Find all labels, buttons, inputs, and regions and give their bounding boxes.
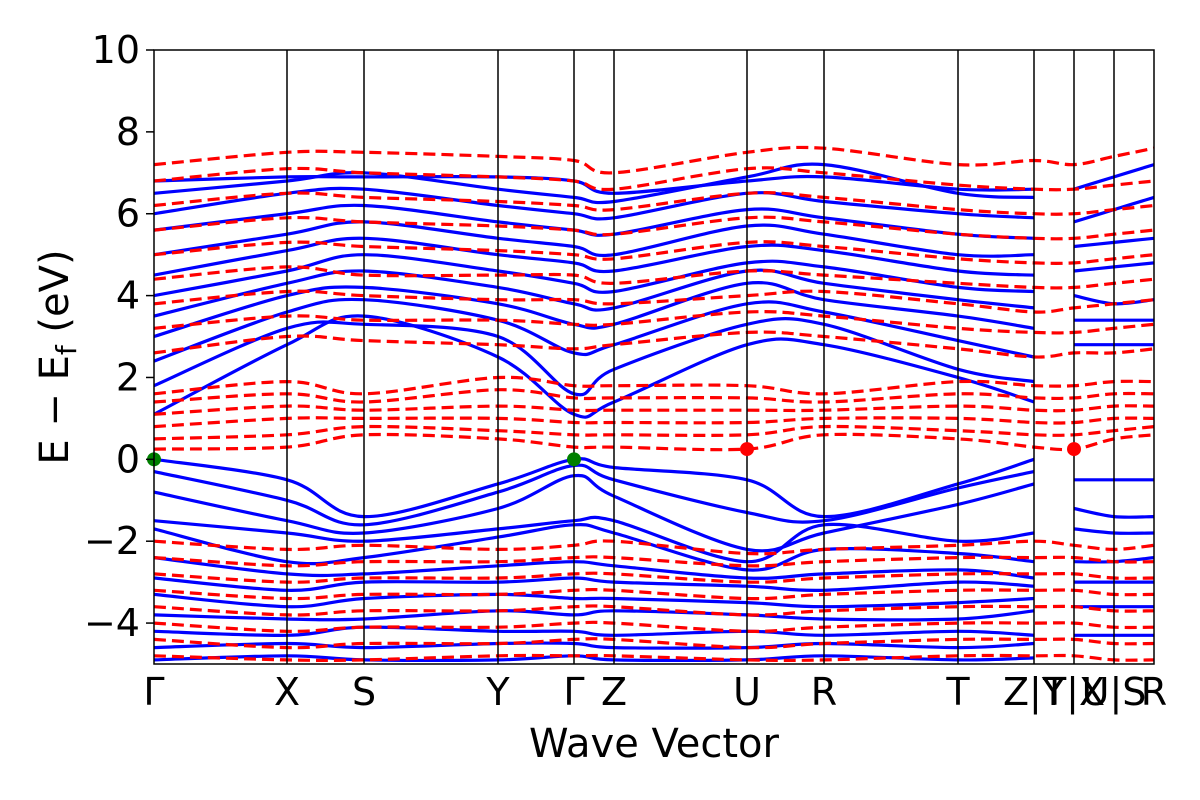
dashed-band-17 [154, 571, 1154, 584]
x-tick-label-9: Z|Y [1003, 670, 1066, 715]
x-tick-label-0: Γ [143, 670, 164, 714]
dashed-band-12 [154, 191, 1154, 216]
x-axis-title: Wave Vector [529, 721, 780, 767]
dashed-band-2 [154, 416, 1154, 429]
y-axis-title: E − Ef (eV) [32, 249, 83, 464]
solid-band-10 [154, 641, 1035, 650]
x-tick-label-1: X [274, 670, 300, 714]
band-edge-markers [147, 442, 1081, 467]
dashed-band-7 [154, 310, 1154, 335]
dashed-band-14 [154, 145, 1154, 175]
dashed-band-19 [154, 604, 1154, 617]
dashed-band-21 [154, 637, 1154, 650]
solid-band-3 [154, 515, 1035, 564]
dashed-band-22 [154, 653, 1154, 663]
x-tick-label-12: R [1141, 670, 1167, 714]
x-tick-label-6: U [733, 670, 761, 714]
x-tick-label-11: U|S [1082, 670, 1147, 715]
y-tick-label-5: 6 [116, 192, 140, 236]
x-tick-label-8: T [945, 670, 970, 714]
solid-band-19 [154, 220, 1035, 258]
high-symmetry-lines [286, 50, 1115, 664]
dashed-band-6 [154, 330, 1154, 359]
dashed-band-20 [154, 620, 1154, 633]
solid-band-2 [154, 473, 1035, 553]
solid-band-16 [154, 268, 1035, 318]
y-tick-label-3: 2 [116, 355, 140, 399]
solid-band-13 [154, 317, 1035, 397]
x-tick-label-5: Z [601, 670, 627, 714]
solid-band-21 [154, 186, 1035, 221]
solid-band-17 [154, 253, 1035, 298]
dashed-band-3 [154, 404, 1154, 416]
y-tick-label-2: 0 [116, 437, 140, 481]
solid-band-11 [154, 654, 1035, 663]
solid-band-1 [154, 463, 1035, 527]
solid-band-12 [154, 314, 1035, 419]
x-axis-ticks: Γ X S Y Γ Z U R T Z|YT|XU|SR [143, 670, 1167, 715]
y-axis-ticks: −4 −2 0 2 4 6 8 10 [84, 28, 154, 645]
solid-band-9 [154, 625, 1035, 637]
solid-band-14 [154, 297, 1035, 363]
dashed-band-10 [154, 240, 1154, 265]
dashed-band-8 [154, 289, 1154, 314]
y-tick-label-1: −2 [84, 519, 140, 563]
dashed-band-4 [154, 388, 1154, 404]
y-tick-label-0: −4 [84, 601, 140, 645]
dashed-band-5 [154, 375, 1154, 396]
solid-band-0 [154, 457, 1035, 519]
x-tick-label-3: Y [485, 670, 510, 714]
dashed-band-16 [154, 555, 1154, 568]
solid-band-5 [154, 556, 1035, 580]
conduction-valence-bands-dashed [154, 145, 1154, 663]
y-tick-label-6: 8 [116, 110, 140, 154]
y-tick-label-7: 10 [92, 28, 140, 72]
plot-frame [153, 49, 1155, 665]
dashed-band-13 [154, 166, 1154, 192]
solid-band-7 [154, 592, 1035, 609]
solid-band-8 [154, 609, 1035, 622]
x-tick-label-10: T|X [1042, 670, 1105, 715]
dashed-band-9 [154, 265, 1154, 290]
x-tick-label-2: S [352, 670, 376, 714]
band-edge-marker-3 [1067, 442, 1081, 457]
dashed-band-15 [154, 539, 1154, 556]
band-edge-marker-2 [740, 442, 754, 457]
dashed-band-0 [154, 432, 1154, 452]
x-tick-label-4: Γ [563, 670, 584, 714]
solid-band-6 [154, 576, 1035, 592]
x-tick-label-7: R [811, 670, 837, 714]
dashed-band-11 [154, 215, 1154, 241]
y-tick-label-4: 4 [116, 274, 140, 318]
solid-band-15 [154, 281, 1035, 339]
dashed-band-18 [154, 587, 1154, 601]
dashed-band-1 [154, 424, 1154, 441]
band-edge-marker-1 [567, 452, 581, 467]
